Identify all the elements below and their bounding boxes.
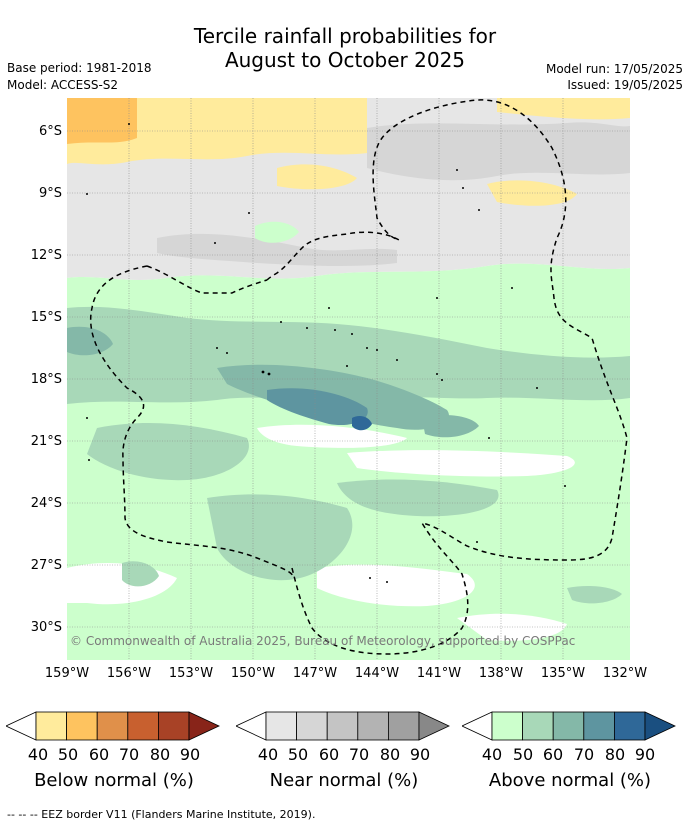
near-normal-legend-title: Near normal (%) bbox=[269, 770, 419, 791]
colorbar-lower-extend bbox=[6, 711, 37, 741]
base-period: Base period: 1981-2018 bbox=[7, 61, 152, 75]
rainfall-probability-map bbox=[67, 98, 630, 660]
lon-label-135w: 135°W bbox=[540, 666, 586, 681]
colorbar-segment bbox=[552, 711, 585, 741]
above-normal-legend-title: Above normal (%) bbox=[488, 770, 652, 791]
lon-label-144w: 144°W bbox=[354, 666, 400, 681]
legend-tick: 40 bbox=[481, 745, 503, 764]
colorbar-segment bbox=[157, 711, 190, 741]
above-normal-region-60-b bbox=[87, 423, 249, 481]
legend-tick: 50 bbox=[512, 745, 534, 764]
lat-label-9s: 9°S bbox=[38, 186, 62, 201]
colorbar-segment bbox=[127, 711, 159, 741]
no-signal-gap-1 bbox=[257, 424, 407, 448]
legend-tick: 60 bbox=[318, 745, 340, 764]
legend-tick: 90 bbox=[409, 745, 431, 764]
colorbar-segment bbox=[296, 711, 328, 741]
above-normal-region-90 bbox=[352, 416, 372, 431]
copyright-notice: © Commonwealth of Australia 2025, Bureau… bbox=[70, 634, 576, 648]
colorbar-upper-extend bbox=[644, 711, 676, 741]
colorbar-lower-extend bbox=[462, 711, 493, 741]
map-title-line1: Tercile rainfall probabilities for bbox=[193, 24, 497, 48]
lon-label-150w: 150°W bbox=[230, 666, 276, 681]
colorbar-segment bbox=[326, 711, 359, 741]
below-normal-legend-title: Below normal (%) bbox=[34, 770, 194, 791]
lat-label-6s: 6°S bbox=[38, 124, 62, 139]
legend-tick: 50 bbox=[287, 745, 309, 764]
colorbar-segment bbox=[35, 711, 68, 741]
near-normal-region-darker-2 bbox=[157, 233, 397, 267]
legend-tick: 80 bbox=[604, 745, 626, 764]
graticule bbox=[67, 98, 630, 660]
legend-tick: 60 bbox=[542, 745, 564, 764]
lat-label-24s: 24°S bbox=[30, 496, 62, 511]
colorbar-segment bbox=[491, 711, 524, 741]
above-normal-region-70-c bbox=[67, 326, 113, 356]
model-name: Model: ACCESS-S2 bbox=[7, 78, 119, 92]
above-normal-colorbar bbox=[462, 711, 676, 741]
map-canvas bbox=[67, 98, 630, 660]
above-normal-region-80 bbox=[267, 388, 368, 426]
no-signal-gap-2 bbox=[347, 450, 575, 477]
below-normal-region-north-orange bbox=[67, 98, 137, 144]
legend-tick: 40 bbox=[27, 745, 49, 764]
lat-label-18s: 18°S bbox=[30, 372, 62, 387]
lon-label-147w: 147°W bbox=[292, 666, 338, 681]
lon-label-153w: 153°W bbox=[168, 666, 214, 681]
colorbar-segment bbox=[96, 711, 129, 741]
map-title-line2: August to October 2025 bbox=[224, 48, 466, 72]
colorbar-segment bbox=[387, 711, 420, 741]
above-normal-region-60-f bbox=[122, 561, 159, 587]
colorbar-segment bbox=[613, 711, 646, 741]
lat-label-30s: 30°S bbox=[30, 620, 62, 635]
eez-footnote: -- -- -- EEZ border V11 (Flanders Marine… bbox=[7, 808, 316, 821]
colorbar-segment bbox=[583, 711, 615, 741]
legend-tick: 50 bbox=[57, 745, 79, 764]
eez-borders bbox=[89, 99, 628, 655]
legend-tick: 60 bbox=[88, 745, 110, 764]
legend-tick: 70 bbox=[118, 745, 140, 764]
lon-label-132w: 132°W bbox=[602, 666, 648, 681]
lon-label-138w: 138°W bbox=[478, 666, 524, 681]
above-normal-region-70-b bbox=[422, 415, 479, 438]
above-normal-region-north-patch bbox=[255, 221, 299, 243]
below-normal-region-northeast bbox=[497, 98, 630, 120]
below-normal-colorbar bbox=[6, 711, 220, 741]
legend-tick: 40 bbox=[257, 745, 279, 764]
legend-tick: 70 bbox=[573, 745, 595, 764]
near-normal-colorbar bbox=[236, 711, 450, 741]
above-normal-region-60-d bbox=[337, 479, 499, 517]
lon-label-159w: 159°W bbox=[44, 666, 90, 681]
colorbar-segment bbox=[357, 711, 389, 741]
colorbar-segment bbox=[66, 711, 98, 741]
above-normal-region-60-e bbox=[567, 586, 622, 604]
issued-date: Issued: 19/05/2025 bbox=[567, 78, 683, 92]
lat-label-15s: 15°S bbox=[30, 310, 62, 325]
legend-tick: 90 bbox=[634, 745, 656, 764]
model-run: Model run: 17/05/2025 bbox=[545, 62, 683, 76]
lon-label-156w: 156°W bbox=[106, 666, 152, 681]
lon-label-141w: 141°W bbox=[416, 666, 462, 681]
below-normal-region-patch bbox=[277, 164, 357, 190]
colorbar-segment bbox=[265, 711, 298, 741]
above-normal-region-60 bbox=[67, 306, 630, 404]
near-normal-region-darker bbox=[367, 122, 630, 181]
legend-tick: 80 bbox=[379, 745, 401, 764]
colorbar-upper-extend bbox=[188, 711, 220, 741]
lat-label-21s: 21°S bbox=[30, 434, 62, 449]
colorbar-lower-extend bbox=[236, 711, 267, 741]
no-signal-gap-4 bbox=[317, 564, 475, 607]
above-normal-region-60-c bbox=[207, 494, 353, 581]
lat-label-27s: 27°S bbox=[30, 558, 62, 573]
colorbar-segment bbox=[522, 711, 554, 741]
legend-tick: 80 bbox=[149, 745, 171, 764]
island-markers bbox=[86, 123, 566, 583]
legend-tick: 70 bbox=[348, 745, 370, 764]
legend-tick: 90 bbox=[179, 745, 201, 764]
lat-label-12s: 12°S bbox=[30, 248, 62, 263]
colorbar-upper-extend bbox=[418, 711, 450, 741]
